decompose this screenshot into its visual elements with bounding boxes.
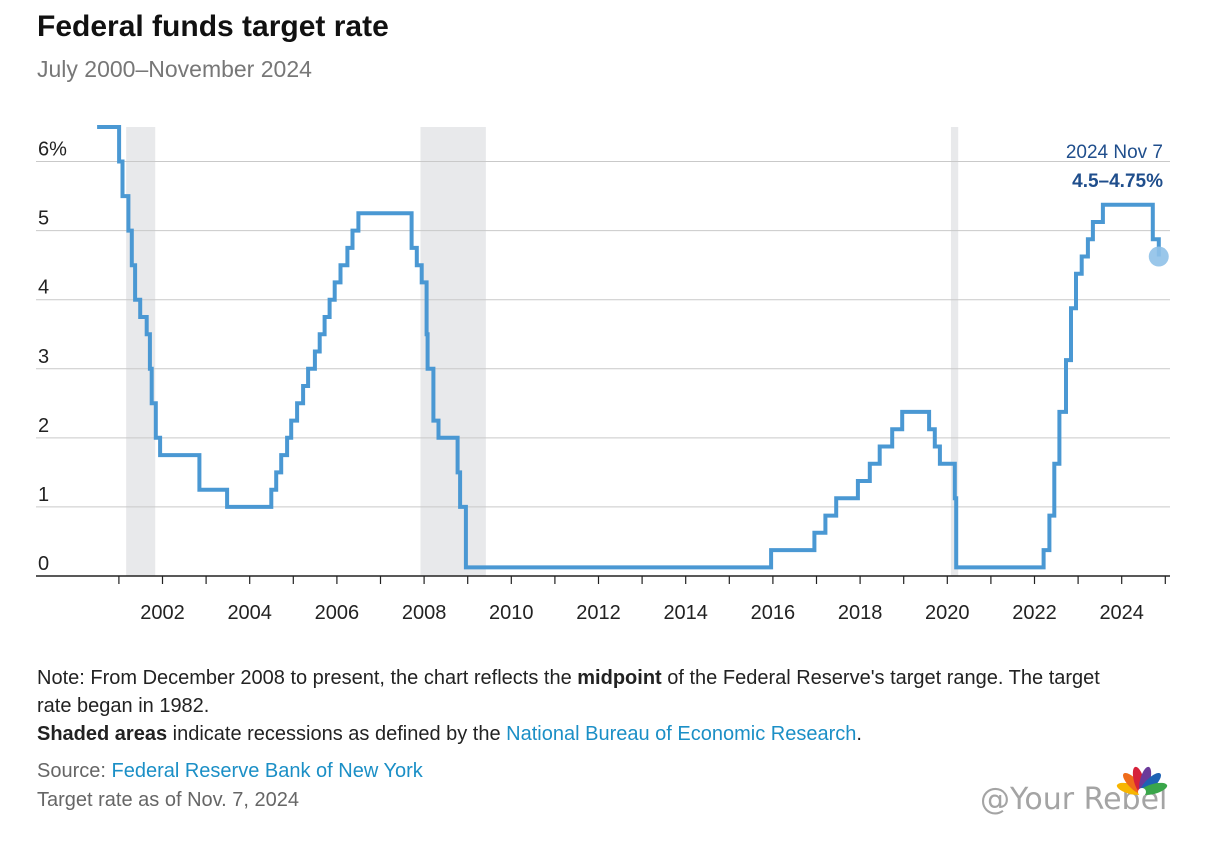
y-axis-tick-labels: 0 1 2 3 4 5 6%	[38, 139, 67, 575]
x-axis: 2002 2004 2006 2008 2010 2012 2014 2016 2018 2020…	[36, 575, 1170, 624]
y-tick-label-2: 2	[38, 415, 49, 437]
chart-svg: 0 1 2 3 4 5 6% 2002 2004 2006 2008 2010 2012 2014 201…	[36, 125, 1170, 624]
chart-title: Federal funds target rate	[37, 10, 389, 43]
y-tick-label-1: 1	[38, 484, 49, 506]
x-tick-label-2014: 2014	[663, 602, 708, 624]
nber-link[interactable]: National Bureau of Economic Research	[506, 723, 857, 745]
note-text-end: of the Federal Reserve's target range. T…	[37, 667, 1100, 717]
annotation-date: 2024 Nov 7	[1066, 142, 1163, 163]
y-tick-label-5: 5	[38, 208, 49, 230]
y-tick-label-6: 6%	[38, 139, 67, 161]
shaded-areas-label: Shaded areas	[37, 723, 168, 745]
recession-band-3	[950, 127, 959, 576]
recession-note: Shaded areas indicate recessions as defi…	[37, 720, 1117, 748]
chart-notes: Note: From December 2008 to present, the…	[37, 664, 1117, 748]
end-annotation: 2024 Nov 7 4.5–4.75%	[1066, 142, 1163, 192]
recession-band-2	[420, 127, 486, 576]
x-tick-label-2018: 2018	[838, 602, 883, 624]
shaded-areas-text: indicate recessions as defined by the	[167, 723, 507, 745]
x-tick-label-2020: 2020	[925, 602, 970, 624]
x-tick-label-2024: 2024	[1099, 602, 1144, 624]
series-line-fed-funds-rate	[97, 125, 1161, 570]
note-text-start: Note: From December 2008 to present, the…	[37, 667, 578, 689]
x-tick-label-2010: 2010	[489, 602, 534, 624]
as-of-line: Target rate as of Nov. 7, 2024	[37, 789, 300, 811]
note-paragraph: Note: From December 2008 to present, the…	[37, 664, 1117, 720]
series-layer	[97, 125, 1169, 570]
note-midpoint: midpoint	[577, 667, 662, 689]
source-label: Source:	[37, 760, 112, 782]
x-tick-label-2002: 2002	[140, 602, 185, 624]
shaded-areas-end: .	[856, 723, 862, 745]
y-tick-label-3: 3	[38, 346, 49, 368]
x-tick-label-2008: 2008	[402, 602, 447, 624]
cnbc-peacock-icon	[1116, 766, 1168, 796]
source-link[interactable]: Federal Reserve Bank of New York	[111, 760, 423, 782]
end-marker-point	[1148, 246, 1169, 267]
y-tick-label-4: 4	[38, 277, 49, 299]
annotation-value: 4.5–4.75%	[1072, 171, 1163, 192]
chart-subtitle: July 2000–November 2024	[37, 56, 312, 82]
x-tick-label-2016: 2016	[751, 602, 796, 624]
x-tick-label-2022: 2022	[1012, 602, 1057, 624]
x-tick-label-2012: 2012	[576, 602, 621, 624]
source-line: Source: Federal Reserve Bank of New York	[37, 757, 423, 785]
x-tick-label-2004: 2004	[227, 602, 272, 624]
x-tick-label-2006: 2006	[315, 602, 360, 624]
gridlines	[36, 161, 1170, 508]
y-tick-label-0: 0	[38, 553, 49, 575]
